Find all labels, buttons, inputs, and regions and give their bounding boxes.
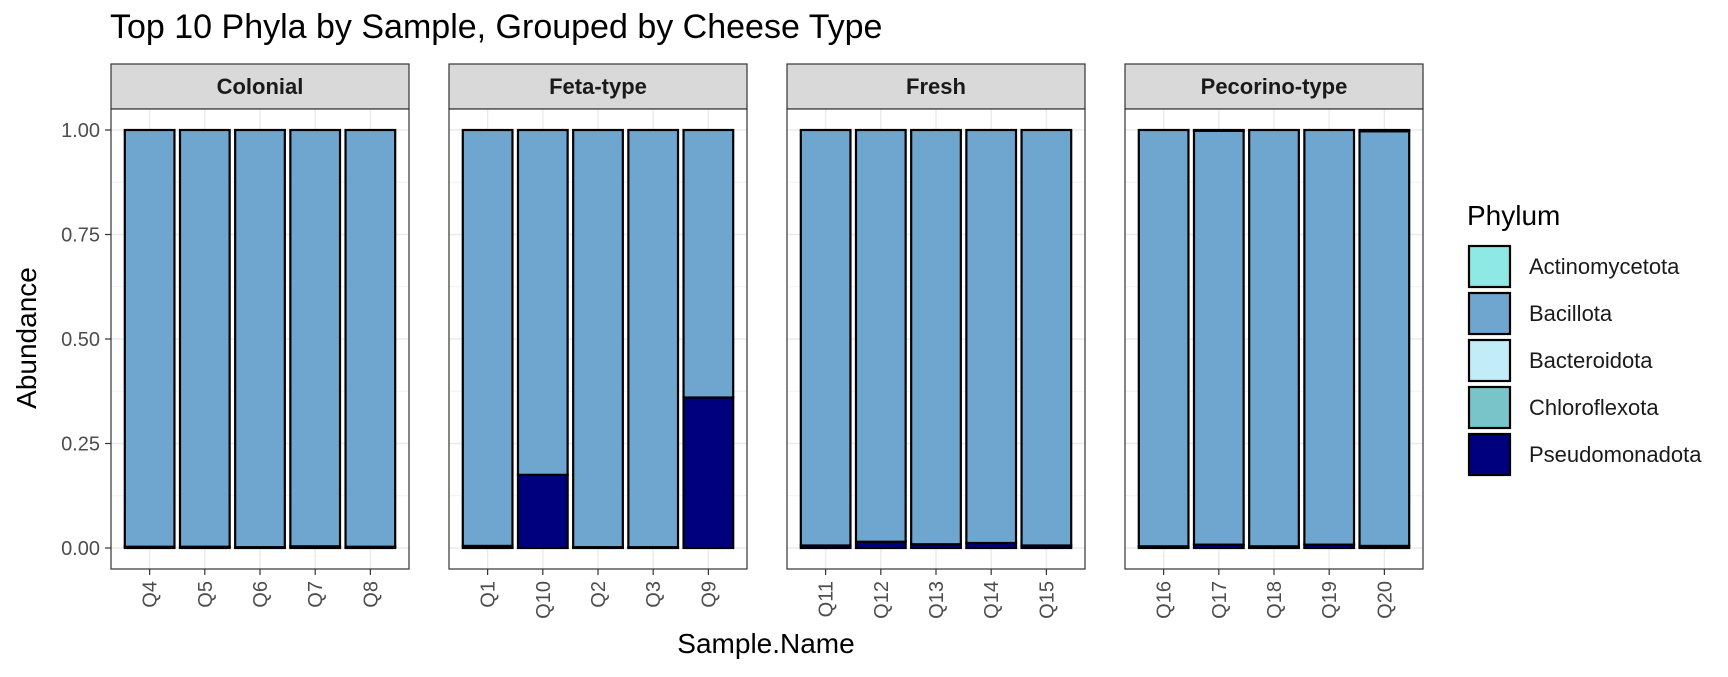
facet-label: Pecorino-type	[1201, 74, 1348, 99]
bar-segment-chloroflexota	[1192, 128, 1245, 132]
legend-label: Pseudomonadota	[1529, 442, 1702, 467]
panel-border	[448, 108, 748, 570]
facet-panel: Feta-type Q1 Q10 Q2 Q3 Q9	[448, 63, 748, 619]
x-tick-label: Q15	[1036, 581, 1058, 619]
legend-swatch	[1467, 244, 1512, 289]
x-tick-label: Q12	[871, 581, 893, 619]
x-tick-label: Q9	[698, 581, 720, 608]
x-tick-label: Q7	[305, 581, 327, 608]
x-tick-label: Q16	[1154, 581, 1176, 619]
bar-segment-bacillota	[461, 128, 514, 548]
bar-segment-bacillota	[627, 128, 680, 549]
bar-segment-bacillota	[1137, 128, 1190, 548]
bar-segment-bacillota	[234, 128, 286, 549]
legend-swatch	[1467, 385, 1512, 430]
x-tick-label: Q1	[478, 581, 500, 608]
bar-segment-bacillota	[572, 128, 624, 549]
bar-segment-bacillota	[1248, 128, 1300, 548]
bar-segment-bacillota	[1303, 128, 1356, 546]
bar-segment-bacillota	[682, 128, 735, 399]
legend-label: Bacteroidota	[1529, 348, 1653, 373]
x-tick-label: Q11	[816, 581, 838, 617]
x-tick-label: Q8	[360, 581, 382, 608]
legend-title: Phylum	[1467, 200, 1560, 231]
y-tick-label: 1.00	[61, 120, 100, 142]
legend-label: Actinomycetota	[1529, 254, 1680, 279]
bar-segment-pseudomonadota	[682, 396, 735, 550]
x-tick-label: Q3	[643, 581, 665, 608]
y-tick-label: 0.50	[61, 329, 100, 351]
legend-swatch	[1467, 291, 1512, 336]
x-tick-label: Q17	[1209, 581, 1231, 619]
legend-label: Bacillota	[1529, 301, 1613, 326]
facet-panel: Fresh Q11 Q12 Q13 Q14 Q15	[786, 63, 1086, 619]
facet-label: Fresh	[906, 74, 966, 99]
bar-segment-pseudomonadota	[516, 473, 569, 550]
legend-swatch	[1467, 338, 1512, 383]
panel-border	[1124, 108, 1424, 570]
x-tick-label: Q10	[533, 581, 555, 619]
x-tick-label: Q6	[250, 581, 272, 608]
x-tick-label: Q13	[926, 581, 948, 619]
x-axis-title: Sample.Name	[677, 628, 854, 659]
bar-segment-bacillota	[1020, 128, 1073, 547]
x-tick-label: Q18	[1264, 581, 1286, 619]
chart-title: Top 10 Phyla by Sample, Grouped by Chees…	[110, 8, 882, 46]
bar-segment-bacillota	[910, 128, 962, 546]
bar-segment-bacillota	[1192, 129, 1245, 546]
bar-segment-bacillota	[965, 128, 1018, 545]
facet-panel: Pecorino-type Q16 Q17 Q18 Q19 Q20	[1124, 63, 1424, 619]
x-tick-label: Q4	[140, 581, 162, 608]
y-axis: 0.00 0.25 0.50 0.75 1.00	[61, 120, 111, 560]
y-tick-label: 0.75	[61, 225, 100, 247]
y-tick-label: 0.00	[61, 538, 100, 560]
facet-label: Colonial	[217, 74, 304, 99]
facet-label: Feta-type	[549, 74, 647, 99]
bar-segment-bacillota	[344, 128, 397, 548]
x-tick-label: Q20	[1374, 581, 1396, 619]
panel-border	[786, 108, 1086, 570]
y-axis-title: Abundance	[11, 267, 42, 409]
bar-segment-chloroflexota	[1358, 128, 1411, 133]
bar-segment-bacillota	[854, 128, 907, 543]
bar-segment-bacillota	[516, 128, 569, 476]
facets-layer: Colonial Q4 Q5 Q6 Q7 Q8 Feta-type Q1 Q10 Q2 Q3 Q9 Fr…	[110, 63, 1424, 619]
facet-strip	[1124, 63, 1424, 110]
legend-swatch	[1467, 432, 1512, 477]
bar-segment-bacillota	[1358, 130, 1411, 548]
x-tick-label: Q2	[588, 581, 610, 608]
y-tick-label: 0.25	[61, 434, 100, 456]
facet-strip	[110, 63, 410, 110]
legend: Phylum Actinomycetota Bacillota Bacteroidot…	[1467, 200, 1702, 477]
x-tick-label: Q19	[1319, 581, 1341, 619]
bar-segment-bacillota	[289, 128, 342, 548]
x-tick-label: Q14	[981, 581, 1003, 619]
facet-panel: Colonial Q4 Q5 Q6 Q7 Q8	[110, 63, 410, 608]
facet-strip	[786, 63, 1086, 110]
facet-strip	[448, 63, 748, 110]
bar-segment-bacillota	[799, 128, 852, 547]
bar-segment-bacillota	[178, 128, 231, 548]
legend-label: Chloroflexota	[1529, 395, 1659, 420]
x-tick-label: Q5	[195, 581, 217, 608]
bar-segment-bacillota	[123, 128, 176, 548]
